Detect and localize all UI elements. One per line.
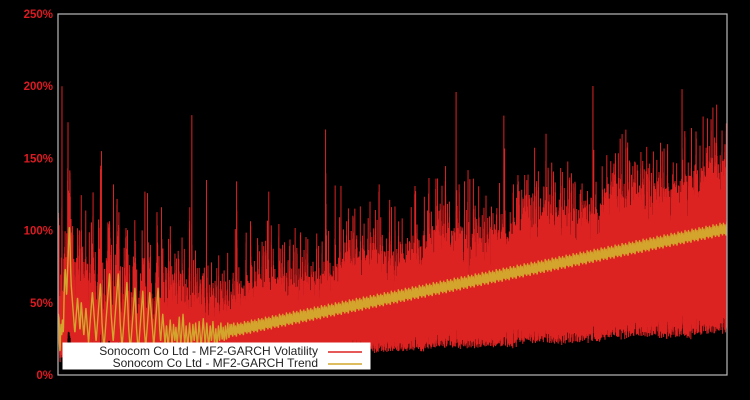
y-axis-tick-labels: 250% 200% 150% 100% 50% 0% — [24, 9, 53, 382]
legend-label-trend: Sonocom Co Ltd - MF2-GARCH Trend — [113, 356, 318, 370]
y-tick-label: 200% — [24, 81, 53, 93]
y-tick-label: 250% — [24, 9, 53, 21]
legend-label-volatility: Sonocom Co Ltd - MF2-GARCH Volatility — [99, 344, 318, 358]
y-tick-label: 100% — [24, 226, 53, 238]
plot-frame-border — [57, 13, 728, 376]
legend: Sonocom Co Ltd - MF2-GARCH Volatility So… — [62, 342, 371, 370]
legend-background — [62, 342, 371, 370]
series-trend-line — [58, 221, 727, 352]
y-tick-label: 0% — [36, 370, 53, 382]
y-tick-label: 150% — [24, 153, 53, 165]
y-tick-label: 50% — [30, 298, 53, 310]
